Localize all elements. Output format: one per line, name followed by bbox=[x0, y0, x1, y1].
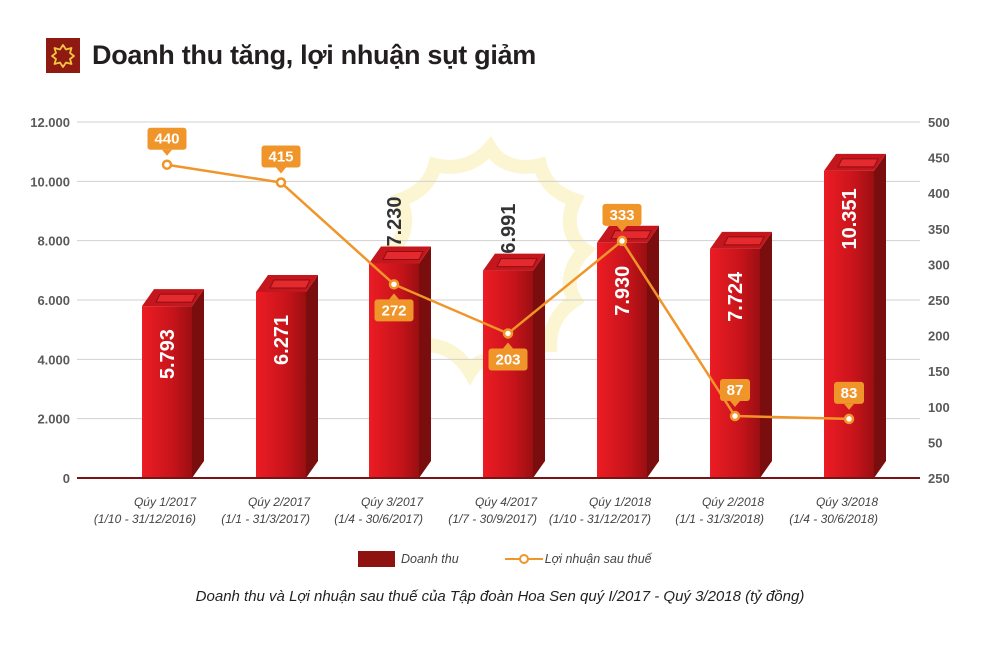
profit-point: 87 bbox=[720, 379, 750, 422]
right-axis-tick: 250 bbox=[928, 293, 950, 308]
profit-point: 83 bbox=[834, 381, 864, 425]
chart-legend: Doanh thu Lợi nhuận sau thuế bbox=[358, 551, 652, 567]
lotus-star-icon bbox=[46, 38, 80, 73]
bar: 6.271 bbox=[256, 274, 318, 478]
bar-value-label: 6.271 bbox=[271, 315, 293, 365]
left-axis-tick: 12.000 bbox=[30, 115, 70, 130]
profit-value-label: 415 bbox=[268, 149, 293, 166]
category-sublabel: (1/4 - 30/6/2017) bbox=[334, 512, 423, 526]
category-label: Qúy 1/2017 bbox=[134, 495, 197, 509]
profit-value-label: 87 bbox=[727, 382, 744, 399]
profit-point: 203 bbox=[488, 328, 528, 371]
profit-value-label: 203 bbox=[495, 351, 520, 368]
right-axis-tick: 50 bbox=[928, 435, 942, 450]
profit-point: 440 bbox=[147, 127, 187, 170]
legend-label-revenue: Doanh thu bbox=[401, 552, 459, 566]
bar: 6.991 bbox=[483, 204, 545, 478]
right-axis-tick: 350 bbox=[928, 222, 950, 237]
bar-value-label: 5.793 bbox=[157, 329, 179, 379]
category-label: Qúy 3/2017 bbox=[361, 495, 424, 509]
bar-value-label: 7.230 bbox=[384, 196, 406, 246]
bar-value-label: 6.991 bbox=[498, 204, 520, 254]
legend-swatch-profit bbox=[504, 552, 543, 566]
category-labels: Qúy 1/2017 (1/10 - 31/12/2016) Qúy 2/2017 (… bbox=[94, 495, 878, 526]
bar: 7.724 bbox=[710, 231, 772, 478]
category-sublabel: (1/1 - 31/3/2017) bbox=[221, 512, 310, 526]
right-axis: 250 50 100 150 200 250 300 350 400 450 500 bbox=[928, 115, 950, 486]
category-label: Qúy 4/2017 bbox=[475, 495, 538, 509]
bar: 10.351 bbox=[824, 153, 886, 478]
category-sublabel: (1/7 - 30/9/2017) bbox=[448, 512, 537, 526]
bar-value-label: 10.351 bbox=[839, 188, 861, 249]
left-axis-tick: 4.000 bbox=[37, 352, 70, 367]
profit-point: 415 bbox=[261, 145, 301, 188]
bar: 7.930 bbox=[597, 225, 659, 478]
right-axis-tick: 450 bbox=[928, 151, 950, 166]
right-axis-tick: 500 bbox=[928, 115, 950, 130]
profit-value-label: 440 bbox=[154, 131, 179, 148]
bar-value-label: 7.724 bbox=[725, 271, 747, 322]
bar-value-label: 7.930 bbox=[612, 266, 634, 316]
profit-point: 272 bbox=[374, 279, 414, 322]
category-label: Qúy 2/2017 bbox=[248, 495, 311, 509]
category-sublabel: (1/10 - 31/12/2017) bbox=[549, 512, 651, 526]
left-axis-tick: 8.000 bbox=[37, 234, 70, 249]
right-axis-tick: 100 bbox=[928, 400, 950, 415]
chart-header: Doanh thu tăng, lợi nhuận sụt giảm bbox=[46, 38, 536, 73]
category-sublabel: (1/4 - 30/6/2018) bbox=[789, 512, 878, 526]
right-axis-tick: 400 bbox=[928, 186, 950, 201]
left-axis: 0 2.000 4.000 6.000 8.000 10.000 12.000 bbox=[30, 115, 70, 486]
chart-title: Doanh thu tăng, lợi nhuận sụt giảm bbox=[92, 40, 536, 70]
left-axis-tick: 6.000 bbox=[37, 293, 70, 308]
left-axis-tick: 10.000 bbox=[30, 174, 70, 189]
right-axis-tick: 150 bbox=[928, 364, 950, 379]
left-axis-tick: 2.000 bbox=[37, 412, 70, 427]
profit-value-label: 83 bbox=[841, 385, 858, 402]
profit-value-label: 333 bbox=[609, 207, 634, 224]
left-axis-tick: 0 bbox=[63, 471, 70, 486]
bar: 7.230 bbox=[369, 196, 431, 478]
profit-line: 440 415 272 203 333 87 83 bbox=[147, 127, 864, 425]
right-axis-tick: 200 bbox=[928, 329, 950, 344]
bar: 5.793 bbox=[142, 289, 204, 478]
legend-label-profit: Lợi nhuận sau thuế bbox=[544, 552, 652, 566]
chart-caption: Doanh thu và Lợi nhuận sau thuế của Tập … bbox=[195, 588, 805, 605]
category-label: Qúy 2/2018 bbox=[702, 495, 764, 509]
category-label: Qúy 3/2018 bbox=[816, 495, 878, 509]
category-label: Qúy 1/2018 bbox=[589, 495, 651, 509]
right-axis-tick: 300 bbox=[928, 257, 950, 272]
category-sublabel: (1/1 - 31/3/2018) bbox=[675, 512, 764, 526]
revenue-bars: 5.793 6.271 7.230 6.991 7.930 7.724 10.351 bbox=[142, 153, 886, 478]
profit-point: 333 bbox=[602, 203, 642, 247]
legend-swatch-revenue bbox=[358, 551, 395, 567]
right-axis-tick: 250 bbox=[928, 471, 950, 486]
category-sublabel: (1/10 - 31/12/2016) bbox=[94, 512, 196, 526]
profit-value-label: 272 bbox=[381, 302, 406, 319]
